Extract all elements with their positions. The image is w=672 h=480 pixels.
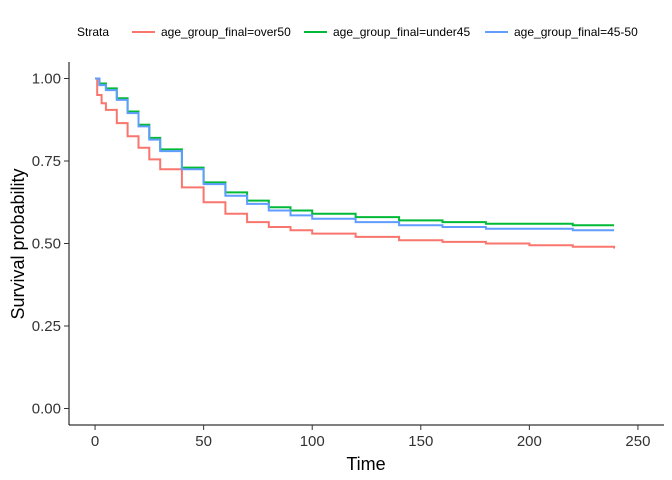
y-tick-label: 0.75 xyxy=(32,153,61,170)
series-line-over50 xyxy=(95,77,616,249)
series-line-45-50 xyxy=(95,77,615,232)
x-tick-label: 50 xyxy=(195,433,212,450)
legend-title: Strata xyxy=(77,25,109,39)
y-tick-label: 0.50 xyxy=(32,236,61,253)
legend: Strata age_group_final=over50 age_group_… xyxy=(77,25,638,39)
x-axis-ticks: 0 50 100 150 200 250 xyxy=(91,425,650,450)
legend-entry-45-50: age_group_final=45-50 xyxy=(485,25,638,39)
y-axis-ticks: 0.00 0.25 0.50 0.75 1.00 xyxy=(32,71,69,418)
y-axis-title: Survival probability xyxy=(8,168,28,319)
x-tick-label: 200 xyxy=(517,433,542,450)
plot-area: 0 50 100 150 200 250 0.00 0.25 0.50 0.75 1.00 xyxy=(32,62,664,450)
series-lines xyxy=(95,77,616,249)
legend-label-45-50: age_group_final=45-50 xyxy=(514,25,638,39)
x-tick-label: 0 xyxy=(91,433,99,450)
x-tick-label: 100 xyxy=(300,433,325,450)
y-tick-label: 1.00 xyxy=(32,71,61,88)
legend-label-under45: age_group_final=under45 xyxy=(333,25,470,39)
legend-entry-under45: age_group_final=under45 xyxy=(304,25,470,39)
legend-label-over50: age_group_final=over50 xyxy=(161,25,291,39)
x-axis-title: Time xyxy=(346,454,385,474)
legend-entry-over50: age_group_final=over50 xyxy=(132,25,291,39)
x-tick-label: 250 xyxy=(625,433,650,450)
x-tick-label: 150 xyxy=(408,433,433,450)
y-tick-label: 0.00 xyxy=(32,401,61,418)
y-tick-label: 0.25 xyxy=(32,318,61,335)
